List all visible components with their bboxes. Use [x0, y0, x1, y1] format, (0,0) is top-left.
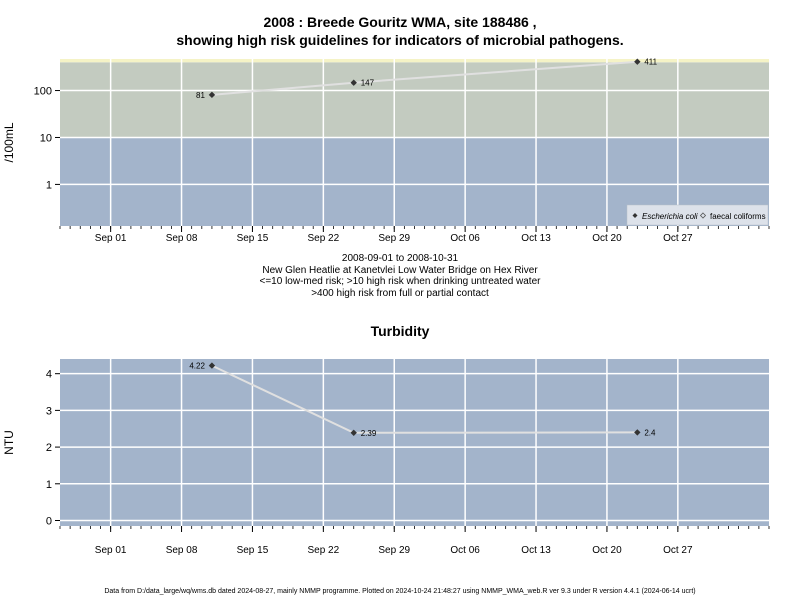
y-tick-label-2-2: 1 [46, 479, 52, 491]
x-tick-label-1-3: Sep 15 [237, 233, 269, 244]
x-tick-label-1-6: Oct 06 [450, 233, 480, 244]
data-label-2-3: 2.4 [644, 428, 656, 437]
legend-ecoli-label: Escherichia coli [642, 212, 698, 221]
x-tick-label-1-9: Oct 27 [663, 233, 693, 244]
x-tick-label-1-7: Oct 13 [521, 233, 551, 244]
data-label-1-2: 147 [361, 79, 375, 88]
data-label-1-3: 411 [644, 58, 657, 67]
y-tick-label-2-3: 2 [46, 442, 52, 454]
y-axis-label-1: /100mL [2, 122, 16, 162]
x-tick-label-2-5: Sep 29 [378, 545, 410, 556]
x-tick-label-2-1: Sep 01 [95, 545, 127, 556]
legend-box [626, 204, 769, 226]
x-tick-label-2-4: Sep 22 [307, 545, 339, 556]
x-tick-label-2-7: Oct 13 [521, 545, 551, 556]
legend-ecoli-marker [632, 213, 638, 218]
data-point-1-2 [350, 79, 357, 86]
x-tick-label-1-1: Sep 01 [95, 233, 127, 244]
legend-faecal-label: faecal coliforms [710, 212, 766, 221]
x-tick-label-2-9: Oct 27 [663, 545, 693, 556]
x-tick-label-1-2: Sep 08 [166, 233, 198, 244]
y-tick-label-1-3: 100 [34, 86, 52, 98]
data-point-2-3 [634, 429, 641, 436]
data-label-2-2: 2.39 [361, 429, 377, 438]
x-tick-label-1-5: Sep 29 [378, 233, 410, 244]
chart-title-line-1: 2008 : Breede Gouritz WMA, site 188486 , [263, 14, 537, 30]
chart-title-line-2: showing high risk guidelines for indicat… [176, 32, 624, 48]
x-tick-label-2-2: Sep 08 [166, 545, 198, 556]
data-label-1-1: 81 [196, 91, 205, 100]
data-point-1-3 [634, 58, 641, 65]
y-tick-label-1-2: 10 [40, 132, 52, 144]
x-tick-label-1-8: Oct 20 [592, 233, 622, 244]
x-tick-label-2-3: Sep 15 [237, 545, 269, 556]
data-point-1-1 [208, 91, 216, 99]
risk-band-1-3 [60, 59, 769, 63]
y-tick-label-2-4: 3 [46, 405, 52, 417]
y-axis-label-2: NTU [2, 430, 16, 455]
risk-guideline-caption: <=10 low-med risk; >10 high risk when dr… [259, 276, 541, 287]
site-name-caption: New Glen Heatlie at Kanetvlei Low Water … [262, 264, 538, 276]
data-label-2-1: 4.22 [189, 362, 205, 371]
risk-band-1-2 [60, 62, 769, 138]
y-tick-label-2-5: 4 [46, 369, 52, 381]
x-tick-label-2-6: Oct 06 [450, 545, 480, 556]
turbidity-title: Turbidity [370, 323, 430, 339]
contact-risk-caption: >400 high risk from full or partial cont… [311, 287, 489, 299]
y-tick-label-1-1: 1 [46, 179, 52, 191]
data-point-2-1 [208, 362, 216, 369]
data-point-2-2 [350, 429, 357, 436]
risk-band-2-1 [60, 359, 769, 526]
x-tick-label-1-4: Sep 22 [307, 233, 339, 244]
date-range-caption: 2008-09-01 to 2008-10-31 [341, 253, 459, 264]
y-tick-label-2-1: 0 [46, 515, 52, 527]
x-tick-label-2-8: Oct 20 [592, 545, 622, 556]
data-source-footer: Data from D:/data_large/wq/wms.db dated … [104, 588, 696, 595]
legend-faecal-marker [699, 212, 707, 219]
